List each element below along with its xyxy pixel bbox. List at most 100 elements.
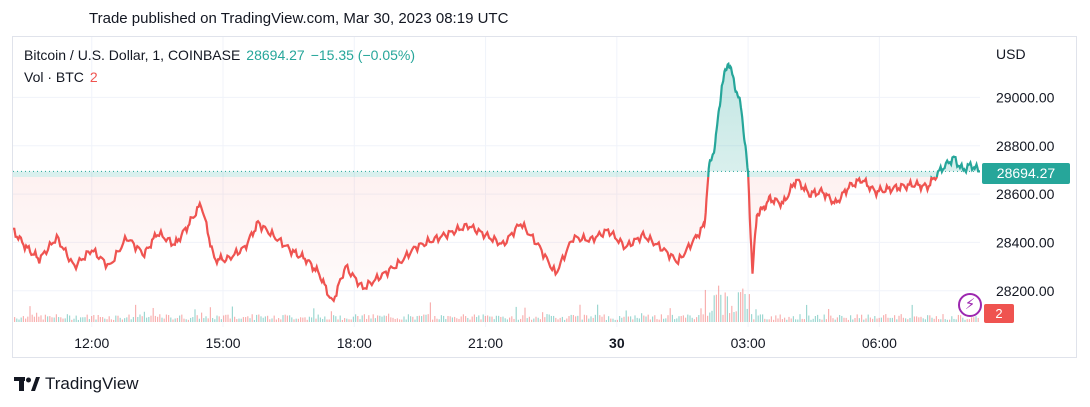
volume-bar <box>927 315 929 322</box>
volume-bar <box>339 315 341 322</box>
volume-bar <box>55 314 57 322</box>
volume-bar <box>880 317 882 322</box>
volume-bar <box>183 318 185 322</box>
volume-bar <box>117 315 119 322</box>
volume-bar <box>524 307 526 322</box>
volume-bar <box>806 304 808 322</box>
volume-bar <box>854 318 856 322</box>
volume-bar <box>581 319 583 322</box>
volume-bar <box>361 315 363 322</box>
volume-bar <box>898 315 900 322</box>
volume-bar <box>456 318 458 322</box>
volume-bar <box>333 315 335 322</box>
volume-bar <box>590 316 592 322</box>
volume-bar <box>790 318 792 322</box>
volume-bar <box>344 318 346 322</box>
volume-bar <box>660 314 662 322</box>
volume-bar <box>328 319 330 322</box>
volume-bar <box>526 318 528 322</box>
volume-bar <box>236 319 238 322</box>
volume-bar <box>27 316 29 322</box>
volume-bar <box>825 319 827 322</box>
volume-bar <box>625 310 627 322</box>
volume-bar <box>973 317 975 322</box>
volume-bar <box>568 316 570 322</box>
volume-bar <box>792 316 794 322</box>
volume-bar <box>385 315 387 322</box>
volume-bar <box>656 319 658 322</box>
volume-bar <box>282 315 284 322</box>
volume-bar <box>249 318 251 322</box>
volume-bar <box>352 316 354 322</box>
volume-bar <box>132 317 134 322</box>
volume-bar <box>537 317 539 322</box>
volume-bar <box>561 316 563 322</box>
volume-bar <box>163 318 165 322</box>
volume-bar <box>843 317 845 322</box>
volume-bar <box>597 304 599 322</box>
volume-bar <box>502 316 504 322</box>
volume-bar <box>957 314 959 322</box>
volume-bar <box>165 314 167 322</box>
volume-bar <box>47 316 49 322</box>
volume-bar <box>434 316 436 322</box>
volume-bar <box>823 314 825 322</box>
volume-bar <box>709 312 711 322</box>
volume-bar <box>918 317 920 322</box>
volume-bar <box>465 316 467 322</box>
volume-bar <box>751 314 753 322</box>
volume-bar <box>293 319 295 322</box>
volume-bar <box>170 317 172 322</box>
volume-bar <box>262 317 264 322</box>
volume-bar <box>119 317 121 322</box>
volume-bar <box>572 315 574 322</box>
volume-bar <box>531 319 533 322</box>
volume-bar <box>251 314 253 322</box>
volume-bar <box>190 317 192 322</box>
volume-bar <box>671 314 673 322</box>
volume-bar <box>335 316 337 322</box>
volume-bar <box>500 316 502 322</box>
volume-bar <box>786 319 788 322</box>
x-tick-label: 30 <box>609 335 625 351</box>
volume-bar <box>601 316 603 322</box>
volume-bar <box>258 314 260 322</box>
volume-bar <box>302 317 304 322</box>
volume-bar <box>445 319 447 322</box>
volume-bar <box>20 317 22 322</box>
volume-bar <box>432 319 434 322</box>
volume-bar <box>359 319 361 322</box>
volume-bar <box>495 315 497 322</box>
volume-bar <box>555 317 557 322</box>
volume-bar <box>95 319 97 322</box>
volume-bar <box>905 318 907 322</box>
volume-bar <box>654 315 656 322</box>
volume-bar <box>401 319 403 322</box>
volume-bar <box>764 318 766 322</box>
volume-bar <box>698 315 700 322</box>
volume-bar <box>77 319 79 322</box>
volume-bar <box>920 316 922 322</box>
volume-bar <box>234 316 236 322</box>
volume-bar <box>84 317 86 322</box>
volume-bar <box>570 314 572 322</box>
volume-bar <box>348 319 350 322</box>
volume-bar <box>770 316 772 322</box>
volume-bar <box>460 316 462 322</box>
volume-bar <box>722 314 724 322</box>
pine-script-icon[interactable]: ⚡ <box>958 293 982 317</box>
volume-bar <box>31 314 33 322</box>
volume-bar <box>242 317 244 322</box>
volume-bar <box>146 317 148 322</box>
volume-bar <box>865 318 867 322</box>
volume-bar <box>643 315 645 322</box>
volume-bar <box>99 317 101 322</box>
volume-bar <box>665 318 667 322</box>
volume-bar <box>40 315 42 322</box>
volume-bar <box>522 315 524 322</box>
volume-bar <box>777 318 779 322</box>
volume-bar <box>425 314 427 322</box>
volume-bar <box>929 315 931 322</box>
volume-bar <box>300 317 302 322</box>
